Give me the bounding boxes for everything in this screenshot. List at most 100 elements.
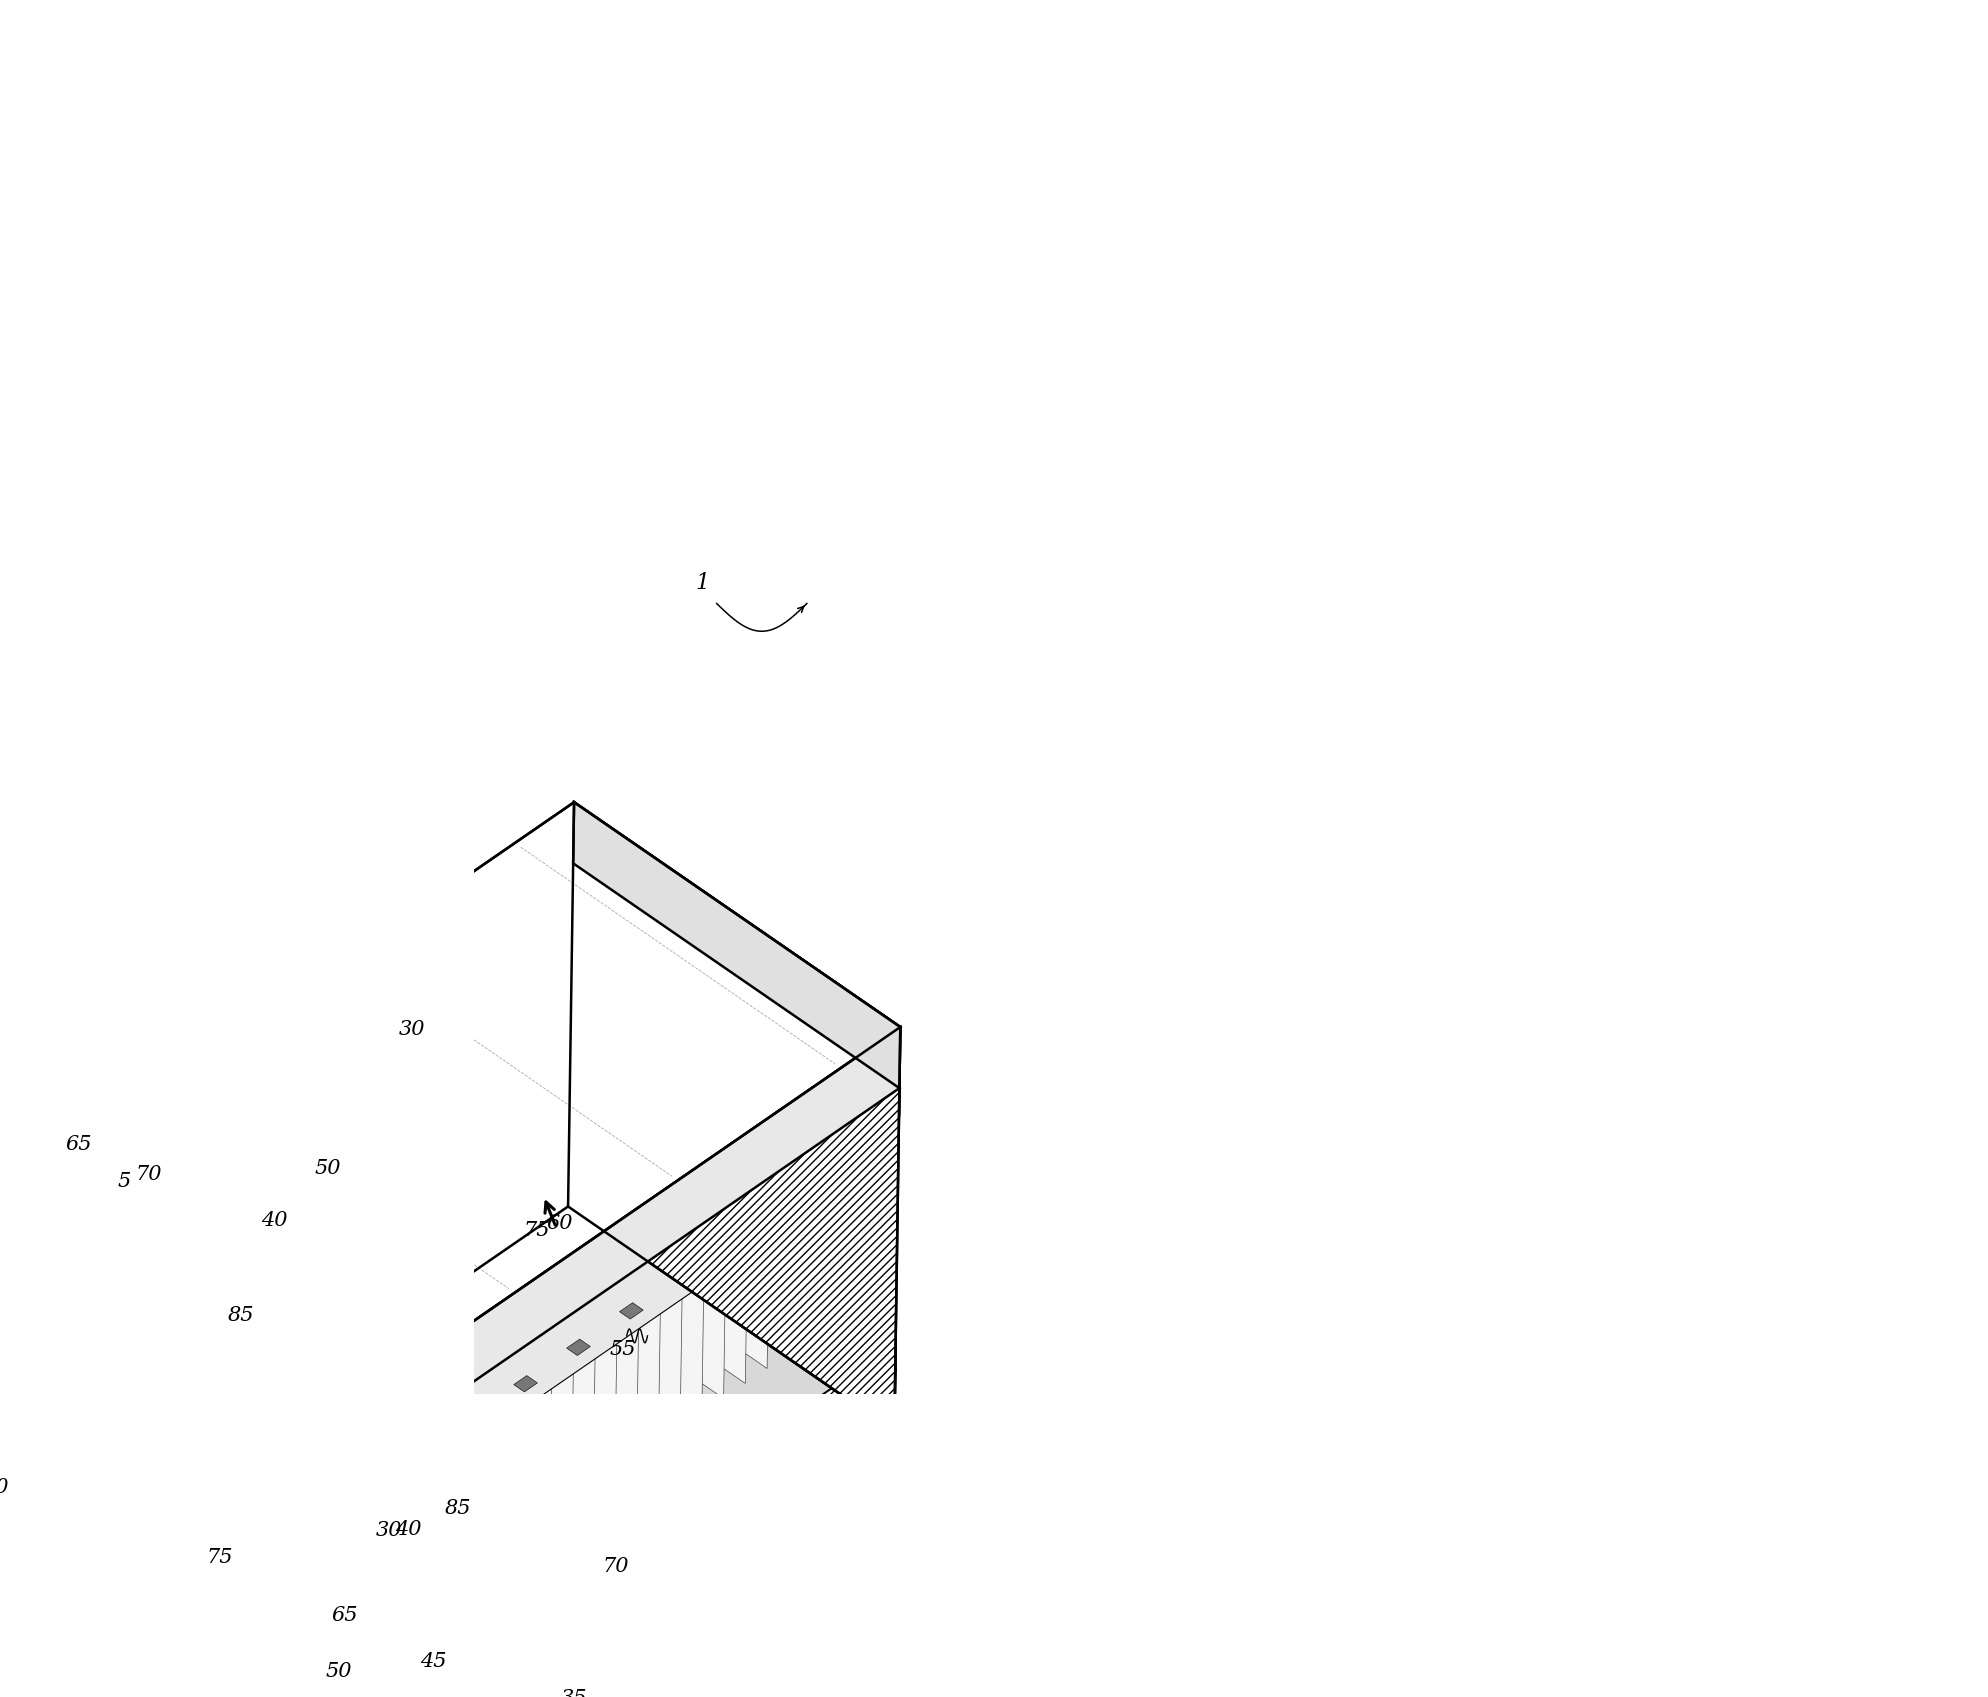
Polygon shape xyxy=(0,1381,167,1697)
Polygon shape xyxy=(133,1638,157,1655)
Polygon shape xyxy=(0,864,618,1425)
Polygon shape xyxy=(726,1230,749,1246)
Polygon shape xyxy=(0,1310,443,1697)
Polygon shape xyxy=(569,1118,614,1176)
Polygon shape xyxy=(684,1129,708,1144)
Polygon shape xyxy=(129,1027,901,1619)
Polygon shape xyxy=(366,1347,390,1363)
Polygon shape xyxy=(42,1504,66,1521)
Polygon shape xyxy=(0,894,855,1588)
Polygon shape xyxy=(0,1145,614,1697)
Polygon shape xyxy=(340,1495,364,1510)
Polygon shape xyxy=(34,1641,58,1658)
Polygon shape xyxy=(121,1261,342,1665)
Polygon shape xyxy=(312,1130,531,1534)
Polygon shape xyxy=(421,1056,640,1458)
Circle shape xyxy=(247,1171,258,1183)
Polygon shape xyxy=(0,1397,145,1697)
Polygon shape xyxy=(471,1274,495,1290)
Polygon shape xyxy=(38,1573,62,1588)
Polygon shape xyxy=(582,1132,606,1149)
Polygon shape xyxy=(598,1049,823,1210)
Polygon shape xyxy=(36,1322,254,1697)
Polygon shape xyxy=(529,981,749,1383)
Polygon shape xyxy=(219,1310,443,1471)
Polygon shape xyxy=(485,1011,706,1414)
Circle shape xyxy=(294,1205,306,1215)
Text: 55: 55 xyxy=(610,1341,636,1359)
Polygon shape xyxy=(270,1281,294,1298)
Polygon shape xyxy=(525,1237,549,1254)
Polygon shape xyxy=(95,1468,117,1485)
Polygon shape xyxy=(83,1084,899,1646)
Polygon shape xyxy=(423,1241,447,1257)
Polygon shape xyxy=(588,1062,612,1079)
Text: 50: 50 xyxy=(326,1663,352,1682)
Polygon shape xyxy=(0,1334,129,1697)
Polygon shape xyxy=(419,1310,443,1327)
Polygon shape xyxy=(567,1339,590,1356)
Polygon shape xyxy=(82,1673,105,1690)
Polygon shape xyxy=(143,1247,364,1649)
Text: 30: 30 xyxy=(400,1020,425,1039)
Text: 75: 75 xyxy=(523,1222,551,1241)
Polygon shape xyxy=(250,1361,274,1378)
Polygon shape xyxy=(378,1208,400,1225)
Polygon shape xyxy=(513,1376,537,1392)
Polygon shape xyxy=(414,1380,437,1395)
Polygon shape xyxy=(298,1393,322,1410)
Polygon shape xyxy=(477,1205,501,1220)
Polygon shape xyxy=(777,1193,801,1210)
Circle shape xyxy=(42,1509,54,1521)
Polygon shape xyxy=(209,1201,429,1604)
Polygon shape xyxy=(569,803,901,1431)
Polygon shape xyxy=(831,1076,855,1307)
Polygon shape xyxy=(0,1425,83,1697)
Polygon shape xyxy=(531,1168,555,1185)
Polygon shape xyxy=(83,1057,899,1619)
Polygon shape xyxy=(99,1400,123,1415)
Polygon shape xyxy=(732,1161,755,1178)
Polygon shape xyxy=(400,1071,618,1473)
Polygon shape xyxy=(219,1281,477,1461)
Polygon shape xyxy=(0,1539,14,1556)
Polygon shape xyxy=(0,1207,895,1697)
Polygon shape xyxy=(334,1115,553,1519)
Text: 65: 65 xyxy=(66,1135,91,1154)
Polygon shape xyxy=(127,1088,899,1646)
Text: 45: 45 xyxy=(421,1651,447,1672)
Polygon shape xyxy=(123,1369,895,1697)
Polygon shape xyxy=(241,1281,477,1468)
Polygon shape xyxy=(594,935,815,1339)
Circle shape xyxy=(390,1269,402,1281)
Polygon shape xyxy=(573,1269,596,1286)
Text: 85: 85 xyxy=(445,1498,471,1517)
Polygon shape xyxy=(254,1049,823,1439)
Polygon shape xyxy=(85,1605,109,1622)
Polygon shape xyxy=(0,803,901,1558)
Text: 65: 65 xyxy=(332,1605,358,1624)
Polygon shape xyxy=(0,889,616,1451)
Polygon shape xyxy=(247,1429,270,1446)
Polygon shape xyxy=(324,1246,348,1261)
Text: 5: 5 xyxy=(117,1171,131,1191)
Circle shape xyxy=(0,1476,6,1487)
Polygon shape xyxy=(855,1057,899,1115)
Polygon shape xyxy=(268,1161,489,1563)
Polygon shape xyxy=(0,1366,189,1697)
Polygon shape xyxy=(573,803,901,1088)
Polygon shape xyxy=(48,1436,72,1453)
Text: 85: 85 xyxy=(229,1305,254,1324)
Polygon shape xyxy=(185,1602,209,1619)
Polygon shape xyxy=(14,1337,233,1697)
Text: 40: 40 xyxy=(260,1212,288,1230)
Polygon shape xyxy=(569,889,606,1142)
Polygon shape xyxy=(288,1531,312,1548)
Polygon shape xyxy=(199,1397,223,1414)
Polygon shape xyxy=(0,1118,569,1677)
Polygon shape xyxy=(125,1115,899,1697)
Polygon shape xyxy=(0,1609,10,1624)
Text: 60: 60 xyxy=(547,1213,573,1234)
Polygon shape xyxy=(0,1412,125,1697)
Polygon shape xyxy=(614,1144,851,1339)
